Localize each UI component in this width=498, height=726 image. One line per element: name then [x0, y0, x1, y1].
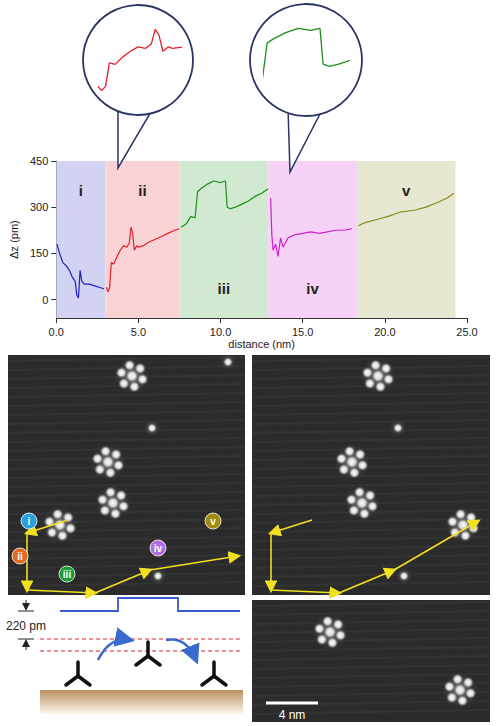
- svg-text:i: i: [28, 516, 31, 527]
- svg-text:5.0: 5.0: [131, 326, 146, 338]
- svg-text:iii: iii: [218, 280, 231, 297]
- svg-text:distance (nm): distance (nm): [228, 338, 295, 350]
- svg-text:ii: ii: [17, 551, 23, 562]
- svg-text:iv: iv: [306, 280, 319, 297]
- svg-text:i: i: [79, 182, 83, 199]
- svg-text:4 nm: 4 nm: [279, 708, 306, 722]
- svg-text:Δz (pm): Δz (pm): [8, 220, 20, 259]
- svg-text:0.0: 0.0: [49, 326, 64, 338]
- svg-text:150: 150: [30, 247, 48, 259]
- svg-text:300: 300: [30, 201, 48, 213]
- svg-text:v: v: [210, 516, 216, 527]
- svg-text:450: 450: [30, 155, 48, 167]
- svg-text:iii: iii: [63, 569, 72, 580]
- svg-text:iv: iv: [154, 543, 163, 554]
- svg-text:ii: ii: [138, 182, 146, 199]
- svg-text:0: 0: [42, 294, 48, 306]
- svg-text:20.0: 20.0: [374, 326, 395, 338]
- svg-text:v: v: [402, 182, 411, 199]
- svg-text:15.0: 15.0: [292, 326, 313, 338]
- svg-text:220 pm: 220 pm: [6, 619, 46, 633]
- svg-text:10.0: 10.0: [210, 326, 231, 338]
- svg-text:25.0: 25.0: [456, 326, 477, 338]
